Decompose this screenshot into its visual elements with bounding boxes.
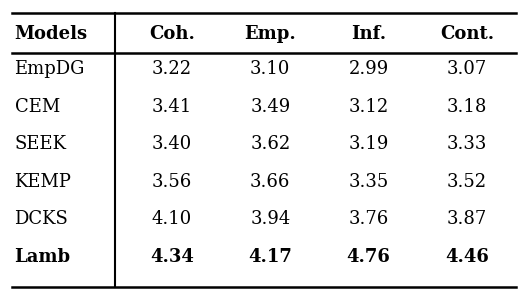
Text: CEM: CEM <box>14 98 60 116</box>
Text: 3.56: 3.56 <box>152 173 192 191</box>
Text: 3.33: 3.33 <box>447 135 487 153</box>
Text: 3.40: 3.40 <box>152 135 192 153</box>
Text: 3.41: 3.41 <box>152 98 192 116</box>
Text: 3.62: 3.62 <box>250 135 290 153</box>
Text: 2.99: 2.99 <box>348 61 389 79</box>
Text: 3.22: 3.22 <box>152 61 192 79</box>
Text: DCKS: DCKS <box>14 210 69 228</box>
Text: 3.10: 3.10 <box>250 61 290 79</box>
Text: Inf.: Inf. <box>351 25 386 43</box>
Text: Cont.: Cont. <box>440 25 494 43</box>
Text: 4.10: 4.10 <box>152 210 192 228</box>
Text: 3.12: 3.12 <box>348 98 389 116</box>
Text: Coh.: Coh. <box>149 25 195 43</box>
Text: 3.35: 3.35 <box>348 173 389 191</box>
Text: KEMP: KEMP <box>14 173 71 191</box>
Text: 3.94: 3.94 <box>250 210 290 228</box>
Text: 4.46: 4.46 <box>445 248 489 266</box>
Text: 3.18: 3.18 <box>447 98 487 116</box>
Text: Emp.: Emp. <box>244 25 296 43</box>
Text: Lamb: Lamb <box>14 248 71 266</box>
Text: 3.52: 3.52 <box>447 173 487 191</box>
Text: 4.76: 4.76 <box>347 248 391 266</box>
Text: 3.07: 3.07 <box>447 61 487 79</box>
Text: 3.87: 3.87 <box>447 210 487 228</box>
Text: 3.76: 3.76 <box>348 210 389 228</box>
Text: 4.34: 4.34 <box>150 248 194 266</box>
Text: EmpDG: EmpDG <box>14 61 85 79</box>
Text: 3.19: 3.19 <box>348 135 389 153</box>
Text: Models: Models <box>14 25 88 43</box>
Text: 3.66: 3.66 <box>250 173 290 191</box>
Text: SEEK: SEEK <box>14 135 67 153</box>
Text: 4.17: 4.17 <box>248 248 292 266</box>
Text: 3.49: 3.49 <box>250 98 290 116</box>
